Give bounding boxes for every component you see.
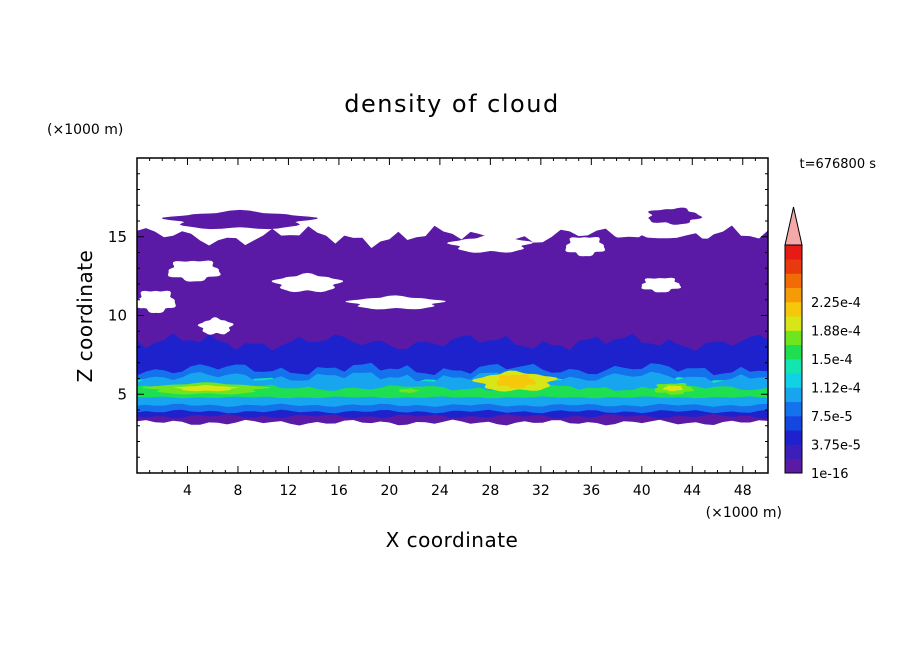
x-tick-label: 4 — [183, 483, 192, 499]
x-tick-label: 36 — [582, 483, 600, 499]
cloud-patch-upper — [162, 209, 318, 230]
clear-sky-gap — [271, 272, 343, 293]
colorbar-segment — [785, 401, 802, 417]
y-axis-unit: (×1000 m) — [47, 122, 123, 138]
cloud-core-peak — [662, 385, 683, 392]
clear-sky-gap — [641, 277, 681, 293]
cloud-core-peak — [496, 374, 537, 389]
y-axis: 5 10 15 — [108, 173, 768, 458]
x-axis: 4 8 12 16 20 24 28 32 36 40 44 48 — [149, 158, 756, 499]
chart-title: density of cloud — [344, 90, 559, 118]
colorbar-segment — [785, 287, 802, 303]
colorbar-segment — [785, 416, 802, 431]
x-tick-label: 44 — [683, 483, 701, 499]
x-tick-label: 40 — [633, 483, 651, 499]
colorbar-label: 7.5e-5 — [811, 410, 853, 425]
colorbar-segment — [785, 330, 802, 346]
colorbar-segment — [785, 373, 802, 388]
colorbar-label: 3.75e-5 — [811, 439, 861, 454]
x-tick-label: 20 — [380, 483, 398, 499]
colorbar-label: 1.5e-4 — [811, 353, 853, 368]
clear-sky-gap — [197, 317, 234, 335]
x-tick-label: 28 — [481, 483, 499, 499]
cloud-contour-band — [137, 371, 768, 407]
colorbar: 1e-16 3.75e-5 7.5e-5 1.12e-4 1.5e-4 1.88e-4 2.… — [784, 206, 861, 482]
clear-sky-gap — [167, 260, 221, 282]
x-tick-label: 16 — [330, 483, 348, 499]
x-tick-label: 48 — [734, 483, 752, 499]
x-tick-label: 8 — [233, 483, 242, 499]
cloud-core-peak — [398, 388, 420, 393]
x-tick-label: 12 — [280, 483, 298, 499]
clear-sky-gap — [345, 295, 446, 310]
colorbar-label: 1.12e-4 — [811, 382, 861, 397]
x-axis-unit: (×1000 m) — [706, 505, 782, 521]
colorbar-segment — [785, 430, 802, 445]
clear-sky-gap — [565, 237, 606, 257]
colorbar-segment — [785, 273, 802, 289]
colorbar-segment — [785, 316, 802, 331]
colorbar-label: 1e-16 — [811, 467, 849, 482]
colorbar-segment — [785, 259, 802, 274]
colorbar-segment — [785, 302, 802, 317]
colorbar-segment — [785, 458, 802, 474]
y-axis-label: Z coordinate — [73, 250, 97, 383]
colorbar-extend-arrow — [784, 206, 803, 246]
clear-sky-gap — [137, 290, 176, 313]
clear-sky-gap — [446, 235, 534, 253]
x-tick-label: 32 — [532, 483, 550, 499]
colorbar-segment — [785, 359, 802, 374]
colorbar-segment — [785, 444, 802, 460]
y-tick-label: 5 — [117, 385, 127, 403]
y-tick-label: 10 — [108, 307, 127, 325]
cloud-core-peak — [174, 385, 239, 392]
colorbar-label: 1.88e-4 — [811, 325, 861, 340]
colorbar-segment — [785, 344, 802, 360]
colorbar-frame — [784, 244, 803, 474]
y-tick-label: 15 — [108, 228, 127, 246]
colorbar-label: 2.25e-4 — [811, 296, 861, 311]
colorbar-segment — [785, 387, 802, 403]
colorbar-segment — [785, 245, 802, 260]
x-axis-label: X coordinate — [386, 528, 519, 552]
x-tick-label: 24 — [431, 483, 449, 499]
time-label: t=676800 s — [799, 157, 876, 172]
cloud-patch-upper — [647, 207, 703, 225]
plot-area — [137, 207, 768, 426]
cloud-contour-band — [137, 384, 768, 399]
